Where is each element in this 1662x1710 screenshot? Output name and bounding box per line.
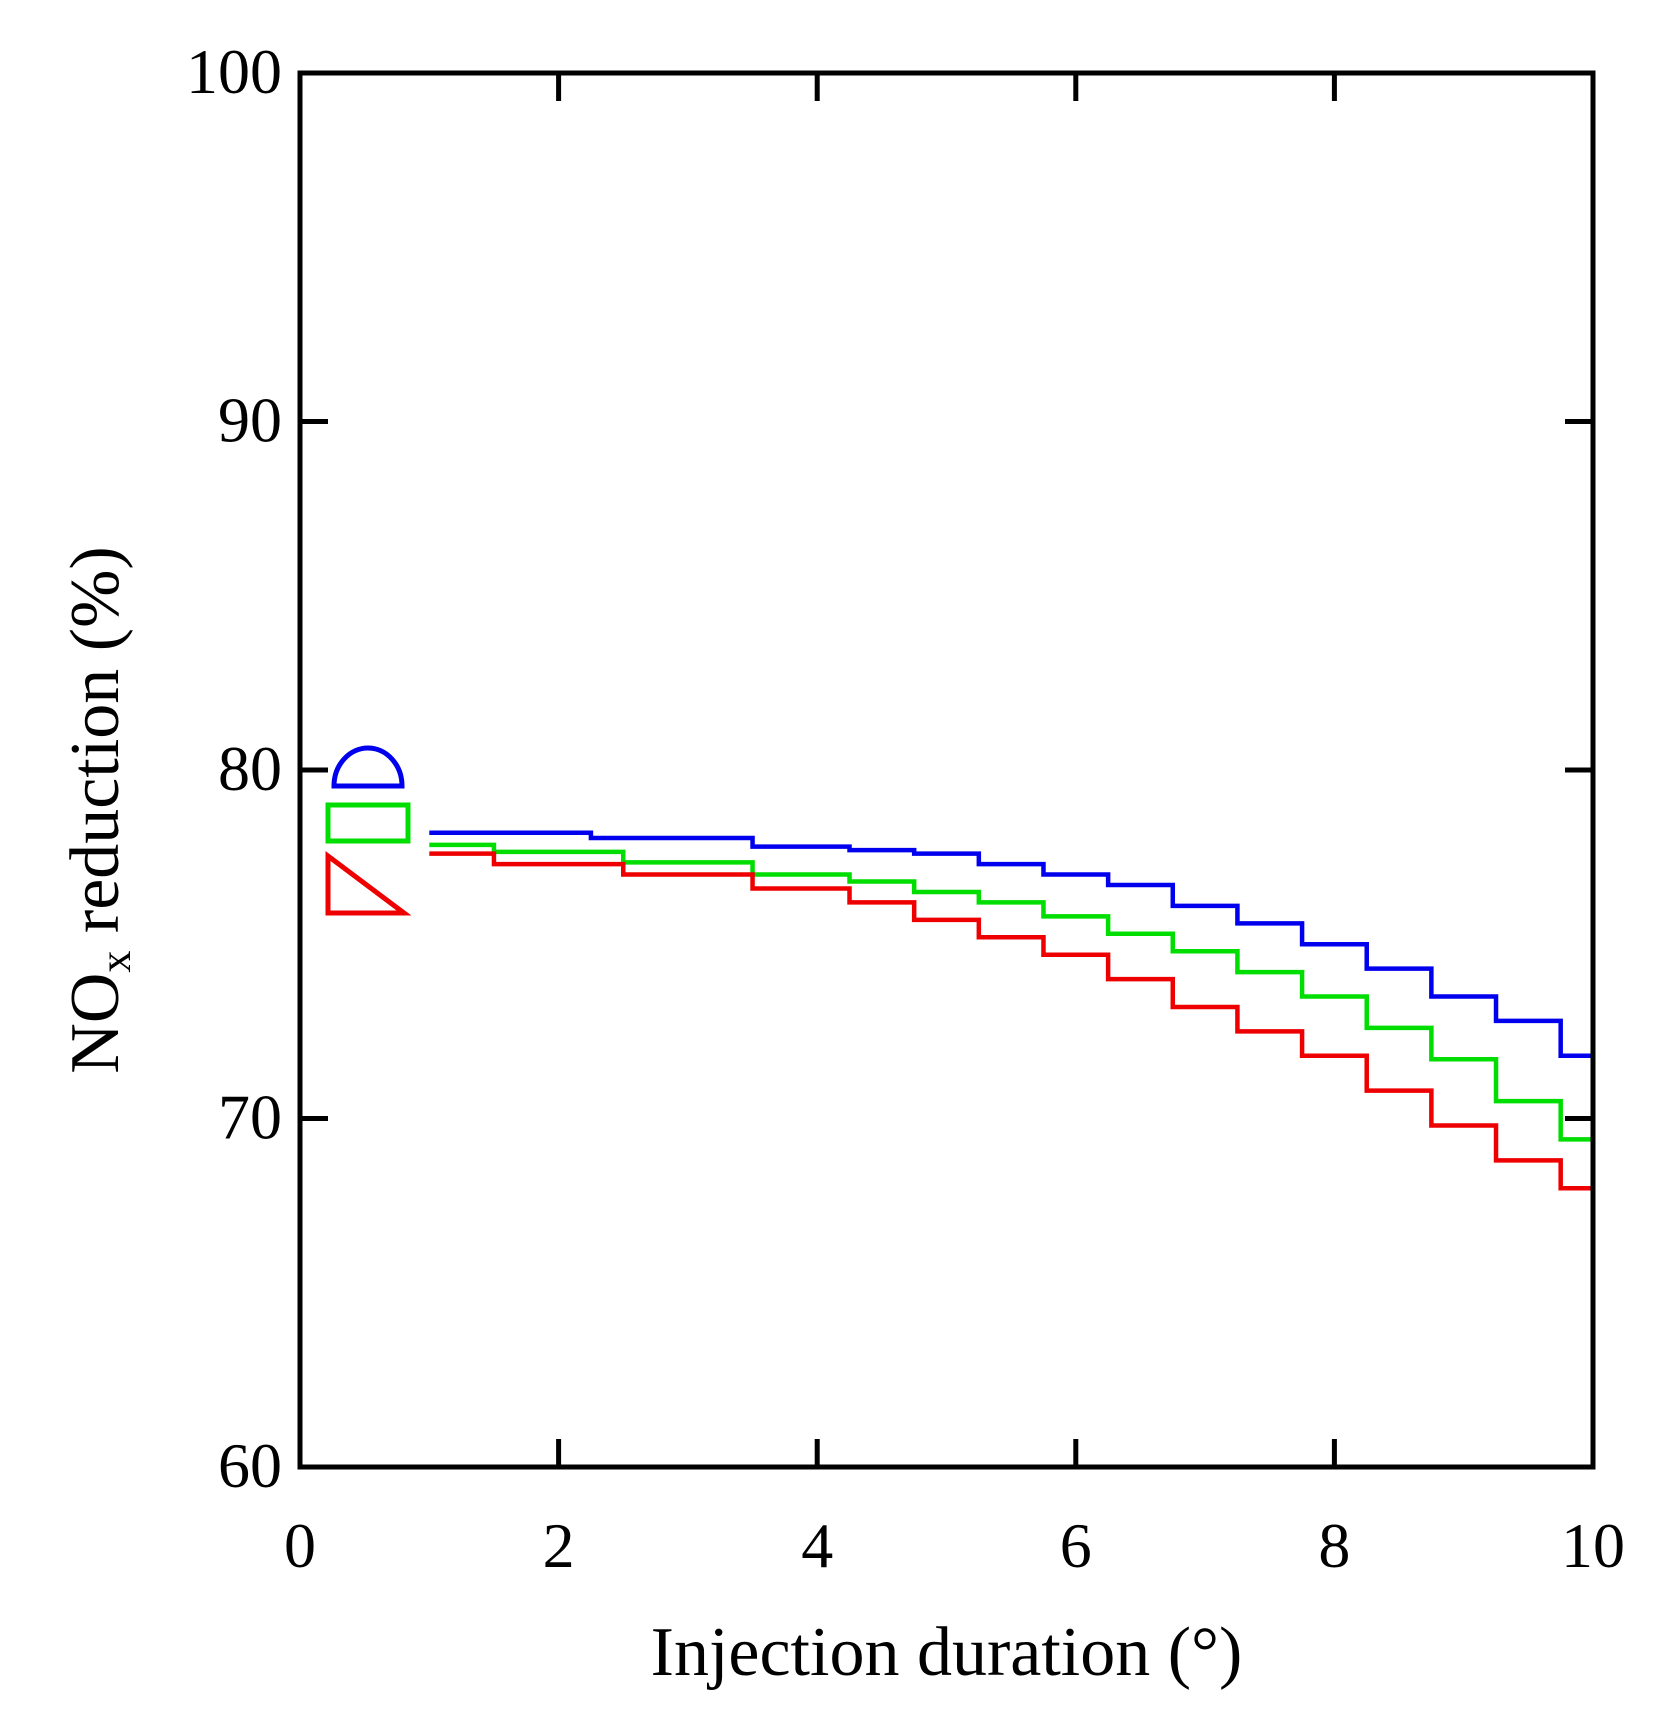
legend-symbol-triangle: [325, 851, 412, 916]
legend: [325, 745, 412, 916]
y-axis-title-main: NO: [57, 973, 134, 1074]
y-tick-label: 60: [218, 1430, 282, 1501]
y-axis-title: NOx reduction (%): [57, 546, 140, 1073]
y-tick-labels: 60 70 80 90 100: [186, 36, 282, 1501]
x-tick-label: 0: [284, 1510, 316, 1581]
x-tick-labels: 0 2 4 6 8 10: [284, 1510, 1625, 1581]
plot-frame: [297, 70, 1596, 1470]
series-line-half-circle: [429, 830, 1593, 1059]
series-line-rectangle: [429, 842, 1593, 1142]
x-tick-label: 6: [1060, 1510, 1092, 1581]
x-tick-label: 10: [1561, 1510, 1625, 1581]
y-tick-label: 70: [218, 1082, 282, 1153]
y-axis-title-subscript: x: [91, 951, 140, 973]
y-tick-label: 100: [186, 36, 282, 107]
series-line-triangle: [429, 851, 1593, 1191]
series-group: [429, 830, 1593, 1191]
legend-symbol-half-circle: [331, 745, 405, 789]
x-tick-label: 2: [543, 1510, 575, 1581]
x-axis-title: Injection duration (°): [651, 1614, 1243, 1691]
tick-marks: [300, 73, 1593, 1467]
x-tick-label: 4: [801, 1510, 833, 1581]
y-axis-title-rest: reduction (%): [57, 546, 134, 950]
y-tick-label: 90: [218, 385, 282, 456]
y-tick-label: 80: [218, 733, 282, 804]
legend-symbol-rectangle: [325, 802, 411, 844]
x-tick-label: 8: [1318, 1510, 1350, 1581]
